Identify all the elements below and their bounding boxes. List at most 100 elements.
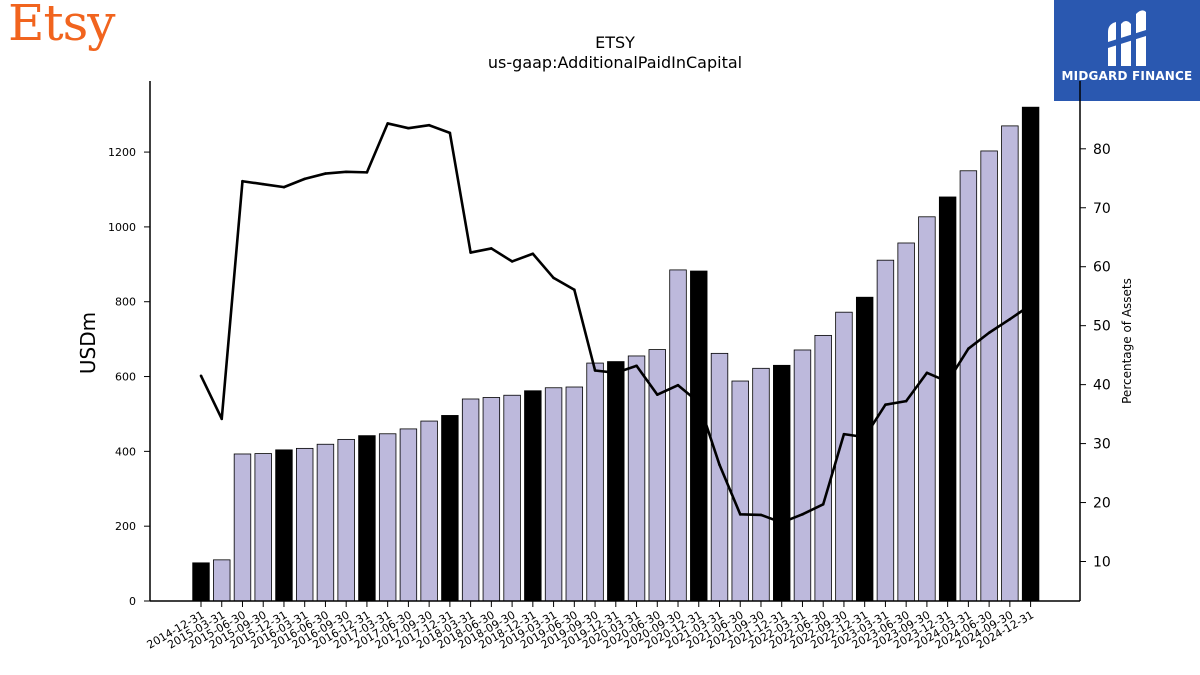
bar-2022-12-31 — [855, 296, 874, 602]
line-point-2015-12-31 — [282, 185, 286, 189]
left-tick-label: 0 — [129, 595, 136, 608]
line-point-2021-06-30 — [738, 513, 742, 516]
bar-2023-06-30 — [897, 242, 915, 602]
bar-2018-12-31 — [524, 390, 542, 602]
line-point-2019-09-30 — [593, 369, 597, 372]
etsy-logo: Etsy — [8, 0, 115, 52]
midgard-logo-icon — [1108, 10, 1146, 66]
line-point-2024-09-30 — [1008, 317, 1012, 321]
line-point-2017-12-31 — [448, 131, 452, 135]
line-point-2019-03-31 — [552, 276, 555, 280]
line-point-2015-06-30 — [241, 179, 244, 183]
line-point-2022-12-31 — [863, 435, 866, 439]
line-point-2019-12-31 — [614, 371, 618, 375]
bar-2015-09-30 — [254, 453, 272, 602]
bar-2016-12-31 — [358, 435, 376, 602]
right-tick-label: 50 — [1093, 319, 1111, 335]
x-axis-ticks: 2014-12-312015-03-312015-06-302015-09-30… — [145, 601, 1036, 652]
line-point-2023-09-30 — [925, 371, 929, 375]
line-point-2024-06-30 — [987, 331, 991, 335]
bar-2023-03-31 — [876, 259, 895, 602]
line-point-2023-03-31 — [884, 403, 887, 406]
left-tick-label: 1000 — [108, 221, 136, 234]
line-point-2020-12-31 — [697, 401, 701, 404]
right-axis-ticks: 10 20 30 40 50 60 70 80 — [1080, 142, 1111, 570]
line-point-2016-06-30 — [324, 172, 327, 175]
bar-2021-06-30 — [731, 380, 749, 602]
bar-2015-12-31 — [275, 449, 293, 602]
line-point-2016-12-31 — [365, 171, 369, 174]
line-point-2016-03-31 — [303, 177, 307, 181]
right-tick-label: 60 — [1093, 260, 1111, 276]
bar-2024-03-31 — [959, 170, 978, 602]
line-point-2021-09-30 — [759, 513, 763, 517]
bar-2014-12-31 — [192, 562, 210, 602]
line-point-2021-03-31 — [718, 463, 721, 467]
bar-2015-06-30 — [233, 453, 252, 602]
left-tick-label: 200 — [115, 520, 136, 533]
line-point-2017-03-31 — [386, 122, 389, 125]
right-tick-label: 70 — [1093, 201, 1111, 217]
left-axis-ticks: 0 200 400 600 800 1000 1200 — [108, 146, 150, 608]
bar-2017-03-31 — [378, 433, 397, 602]
bar-2016-03-31 — [295, 447, 314, 602]
line-point-2018-09-30 — [510, 260, 514, 263]
bar-2020-12-31 — [690, 270, 708, 602]
line-point-2023-12-31 — [946, 380, 949, 383]
bar-2021-09-30 — [752, 367, 770, 602]
left-tick-label: 400 — [115, 445, 136, 458]
bar-2024-12-31 — [1021, 106, 1040, 602]
bar-2017-09-30 — [420, 420, 438, 602]
bar-2016-06-30 — [316, 443, 335, 602]
chart-subtitle: us-gaap:AdditionalPaidInCapital — [488, 53, 742, 72]
bar-2017-06-30 — [399, 428, 418, 602]
line-point-2017-06-30 — [407, 126, 410, 130]
bar-2015-03-31 — [213, 559, 231, 602]
bar-2016-09-30 — [337, 438, 355, 602]
midgard-finance-label: MIDGARD FINANCE — [1061, 69, 1193, 83]
midgard-finance-watermark: MIDGARD FINANCE — [1054, 0, 1200, 101]
line-point-2015-03-31 — [220, 417, 224, 421]
line-point-2015-09-30 — [261, 182, 265, 186]
line-point-2020-03-31 — [635, 364, 638, 368]
line-point-2018-06-30 — [490, 247, 493, 250]
line-point-2020-09-30 — [676, 383, 680, 387]
line-point-2019-06-30 — [573, 288, 576, 292]
bar-2020-09-30 — [669, 269, 687, 602]
left-tick-label: 600 — [115, 371, 136, 384]
bar-2018-09-30 — [503, 394, 521, 602]
line-point-2022-03-31 — [801, 513, 804, 516]
right-tick-label: 10 — [1093, 554, 1111, 570]
bar-2022-06-30 — [814, 334, 832, 602]
line-point-2024-12-31 — [1029, 303, 1032, 307]
bar-2018-03-31 — [461, 398, 480, 602]
line-point-2018-03-31 — [469, 251, 472, 254]
line-point-2022-09-30 — [842, 432, 846, 436]
right-tick-label: 20 — [1093, 496, 1111, 512]
right-tick-label: 30 — [1093, 437, 1111, 453]
chart-title: ETSY — [595, 33, 635, 52]
line-point-2024-03-31 — [967, 347, 970, 350]
right-tick-label: 80 — [1093, 142, 1111, 158]
bar-2020-03-31 — [627, 355, 646, 602]
bar-2019-03-31 — [544, 387, 563, 602]
bar-2023-12-31 — [938, 196, 957, 602]
line-point-2018-12-31 — [531, 252, 535, 256]
bar-2017-12-31 — [441, 415, 459, 602]
bar-2019-09-30 — [586, 362, 604, 602]
bar-2024-06-30 — [980, 150, 998, 602]
line-point-2022-06-30 — [821, 503, 825, 506]
line-point-2017-09-30 — [427, 123, 431, 127]
bar-2022-03-31 — [793, 349, 812, 602]
bar-2018-06-30 — [482, 397, 501, 602]
y2-axis-label: Percentage of Assets — [1120, 278, 1134, 404]
bar-2021-12-31 — [773, 364, 791, 602]
line-point-2014-12-31 — [199, 374, 203, 378]
left-tick-label: 800 — [115, 296, 136, 309]
bar-2019-06-30 — [565, 386, 584, 602]
left-tick-label: 1200 — [108, 146, 136, 159]
y-axis-label: USDm — [76, 312, 100, 374]
line-series — [199, 122, 1032, 524]
right-tick-label: 40 — [1093, 378, 1111, 394]
